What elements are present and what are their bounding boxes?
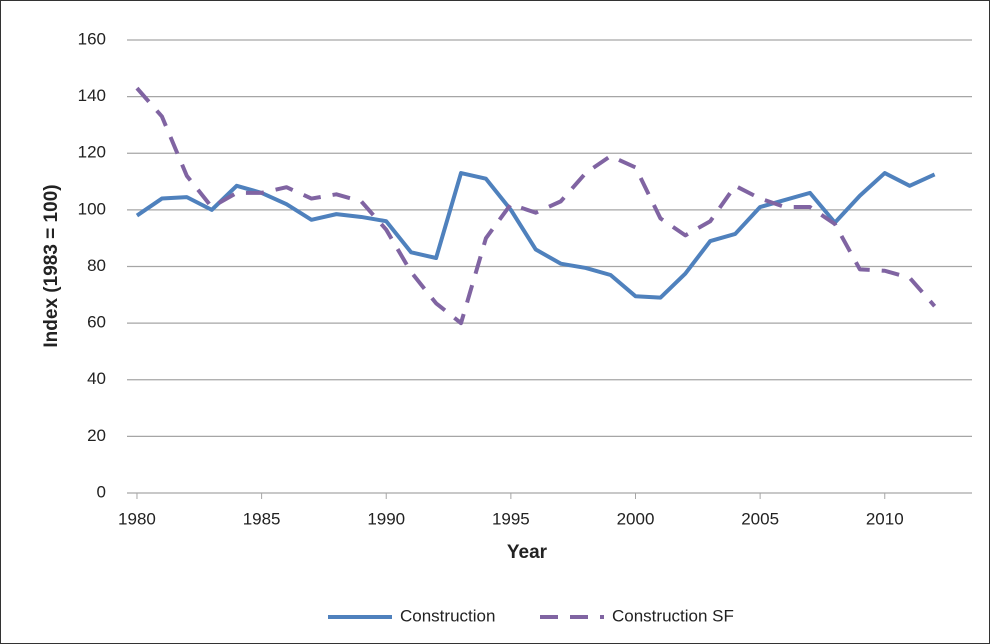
y-tick-label: 20 [87, 426, 106, 445]
series-line [135, 171, 936, 300]
x-axis-label: Year [507, 542, 548, 563]
y-tick-label: 140 [78, 86, 106, 105]
x-tick-label: 1985 [243, 509, 281, 528]
x-tick-label: 1980 [118, 509, 156, 528]
y-tick-label: 0 [97, 482, 106, 501]
legend-label: Construction [400, 606, 495, 625]
legend-label: Construction SF [612, 606, 734, 625]
x-tick-label: 1990 [367, 509, 405, 528]
x-tick-label: 2005 [741, 509, 779, 528]
x-tick-label: 2010 [866, 509, 904, 528]
y-axis-label: Index (1983 = 100) [41, 184, 62, 347]
x-tick-label: 2000 [617, 509, 655, 528]
y-tick-label: 60 [87, 313, 106, 332]
y-tick-label: 120 [78, 143, 106, 162]
y-tick-label: 100 [78, 199, 106, 218]
y-tick-label: 160 [78, 29, 106, 48]
x-tick-label: 1995 [492, 509, 530, 528]
y-tick-label: 80 [87, 256, 106, 275]
y-tick-label: 40 [87, 369, 106, 388]
series-line [135, 86, 937, 326]
